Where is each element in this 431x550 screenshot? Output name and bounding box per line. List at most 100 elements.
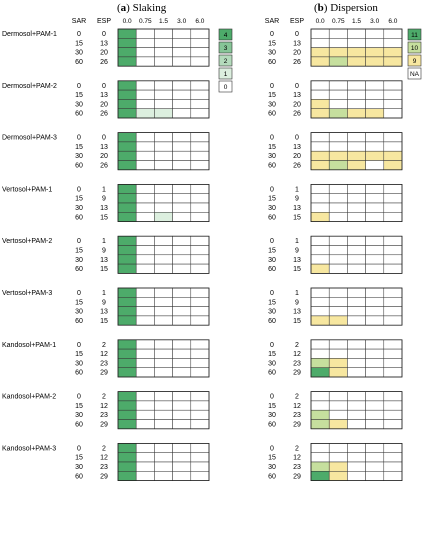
sar-value: 0 xyxy=(270,135,274,142)
dispersion-cell xyxy=(383,391,403,402)
slaking-cell xyxy=(172,471,192,481)
dispersion-cell xyxy=(383,150,403,161)
dispersion-cell xyxy=(347,184,366,194)
ec-column-label: 6.0 xyxy=(388,18,397,25)
sar-value: 60 xyxy=(75,473,83,480)
slaking-cell xyxy=(154,28,173,39)
slaking-cell xyxy=(172,80,192,91)
slaking-cell xyxy=(190,339,210,350)
dispersion-cell xyxy=(328,263,348,274)
esp-value: 15 xyxy=(293,318,301,325)
slaking-grid-border xyxy=(117,80,210,119)
slaking-cell xyxy=(135,297,155,307)
dispersion-cell xyxy=(383,452,403,463)
dispersion-cell xyxy=(328,254,348,265)
dispersion-cell xyxy=(383,202,403,213)
dispersion-cell xyxy=(383,315,403,326)
dispersion-grid-border xyxy=(310,80,403,119)
slaking-cell xyxy=(117,419,137,430)
slaking-cell xyxy=(135,47,155,58)
slaking-cell xyxy=(190,28,210,39)
dispersion-cell xyxy=(328,452,348,463)
slaking-cell xyxy=(117,47,137,58)
dispersion-cell xyxy=(310,391,330,402)
legend-label: 2 xyxy=(224,58,228,65)
slaking-cell xyxy=(135,202,155,213)
slaking-cell xyxy=(190,89,210,100)
slaking-grid: 0 1 15 9 30 13 60 15 xyxy=(75,287,210,326)
esp-value: 15 xyxy=(100,318,108,325)
slaking-cell xyxy=(172,263,192,274)
sar-value: 30 xyxy=(75,360,83,367)
ec-column-label: 0.75 xyxy=(139,18,152,25)
slaking-cell xyxy=(190,443,210,453)
slaking-cell xyxy=(172,108,192,119)
dispersion-cell xyxy=(347,108,366,119)
slaking-cell xyxy=(190,56,210,67)
slaking-cell xyxy=(172,315,192,326)
sar-value: 30 xyxy=(75,464,83,471)
dispersion-grid-border xyxy=(310,391,403,430)
sar-value: 30 xyxy=(268,101,276,108)
sar-value: 15 xyxy=(75,455,83,462)
sar-value: 15 xyxy=(75,92,83,99)
dispersion-cell xyxy=(328,150,348,161)
slaking-cell xyxy=(190,306,210,317)
dispersion-cell xyxy=(365,409,385,420)
slaking-cell xyxy=(172,38,192,48)
dispersion-cell xyxy=(383,367,403,378)
dispersion-grid-border xyxy=(310,287,403,326)
dispersion-cell xyxy=(383,443,403,453)
legend-swatch xyxy=(218,41,233,54)
esp-value: 15 xyxy=(100,214,108,221)
dispersion-cell xyxy=(347,212,366,222)
slaking-cell xyxy=(154,315,173,326)
dispersion-cell xyxy=(383,400,403,411)
dispersion-cell xyxy=(347,263,366,274)
esp-value: 2 xyxy=(102,342,106,349)
sar-value: 0 xyxy=(270,290,274,297)
sar-value: 15 xyxy=(75,144,83,151)
slaking-cell xyxy=(154,212,173,222)
dispersion-cell xyxy=(347,193,366,204)
dispersion-cell xyxy=(365,28,385,39)
dispersion-cell xyxy=(383,28,403,39)
dispersion-cell xyxy=(347,297,366,307)
sar-value: 30 xyxy=(75,309,83,316)
esp-value: 23 xyxy=(293,360,301,367)
slaking-cell xyxy=(117,297,137,307)
esp-value: 9 xyxy=(102,247,106,254)
group-name: Vertosol+PAM-1 xyxy=(2,186,52,193)
dispersion-cell xyxy=(347,245,366,256)
esp-value: 12 xyxy=(100,403,108,410)
slaking-cell xyxy=(135,287,155,298)
dispersion-grid: 0 1 15 9 30 13 60 15 xyxy=(268,235,403,274)
dispersion-cell xyxy=(347,47,366,58)
sar-value: 15 xyxy=(268,351,276,358)
slaking-cell xyxy=(135,28,155,39)
dispersion-cell xyxy=(328,443,348,453)
sar-value: 60 xyxy=(75,266,83,273)
sar-value: 60 xyxy=(268,370,276,377)
dispersion-cell xyxy=(347,443,366,453)
esp-value: 13 xyxy=(100,40,108,47)
dispersion-cell xyxy=(347,254,366,265)
slaking-cell xyxy=(172,400,192,411)
dispersion-cell xyxy=(347,358,366,368)
slaking-cell xyxy=(117,452,137,463)
dispersion-cell xyxy=(310,245,330,256)
dispersion-cell xyxy=(347,160,366,171)
dispersion-cell xyxy=(365,443,385,453)
slaking-cell xyxy=(190,38,210,48)
slaking-cell xyxy=(190,409,210,420)
esp-value: 12 xyxy=(293,351,301,358)
dispersion-cell xyxy=(328,99,348,109)
dispersion-cell xyxy=(328,306,348,317)
dispersion-cell xyxy=(347,367,366,378)
dispersion-cell xyxy=(310,367,330,378)
sar-value: 15 xyxy=(268,92,276,99)
slaking-cell xyxy=(117,28,137,39)
dispersion-cell xyxy=(365,160,385,171)
esp-value: 9 xyxy=(295,299,299,306)
esp-value: 13 xyxy=(293,40,301,47)
